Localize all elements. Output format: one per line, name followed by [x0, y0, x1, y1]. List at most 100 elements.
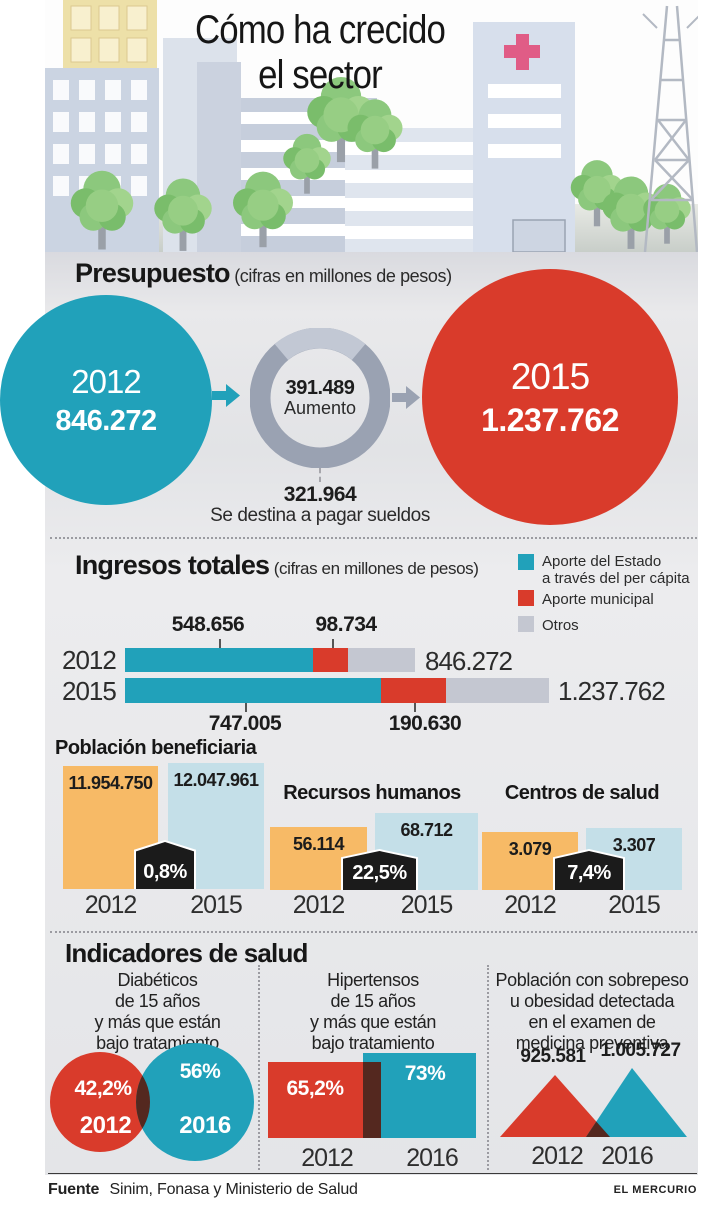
- indicadores-divider-2: [487, 965, 489, 1170]
- centros-2012-value: 3.079: [508, 839, 552, 859]
- section-divider-2: [50, 931, 697, 933]
- poblacion-year-2012: 2012: [84, 891, 138, 919]
- hipertensos-year-2016: 2016: [406, 1144, 459, 1172]
- recursos-2012-value: 56.114: [292, 834, 345, 854]
- ingresos-unit-note: (cifras en millones de pesos): [273, 559, 479, 578]
- hipertensos-overlap: [363, 1062, 381, 1138]
- hipertensos-2012-square: [268, 1062, 381, 1138]
- centros-2015-value: 3.307: [612, 835, 656, 855]
- ingresos-2012-seg-otros: [348, 648, 415, 672]
- sobrepeso-desc-line2: u obesidad detectada: [509, 991, 675, 1011]
- diabeticos-venn-chart: [50, 1043, 254, 1161]
- poblacion-2012-value: 11.954.750: [68, 773, 153, 793]
- municipal-2012-tick: [332, 639, 334, 648]
- centros-heading: Centros de salud: [504, 782, 660, 804]
- recursos-2015-value: 68.712: [400, 820, 453, 840]
- budget-2012-value: 846.272: [55, 404, 157, 437]
- sobrepeso-2012-triangle: [500, 1075, 610, 1137]
- diabeticos-2012-circle: [50, 1052, 150, 1152]
- estado-2012-label: 548.656: [171, 613, 245, 636]
- ingresos-2012-bar: [125, 648, 415, 672]
- diabeticos-desc: Diabéticos de 15 años y más que están ba…: [60, 970, 255, 1054]
- diabeticos-year-2016: 2016: [179, 1112, 231, 1139]
- legend-swatch-municipal: [518, 590, 534, 606]
- recursos-year-2015: 2015: [400, 891, 454, 919]
- ingresos-2015-seg-municipal: [381, 678, 446, 703]
- indicadores-title: Indicadores de salud: [65, 938, 308, 968]
- recursos-pct-badge: 22,5%: [341, 849, 418, 890]
- centros-year-2012: 2012: [504, 891, 557, 919]
- power-pylon: [642, 5, 702, 253]
- legend-swatch-estado: [518, 554, 534, 570]
- presupuesto-heading: Presupuesto (cifras en millones de pesos…: [75, 258, 452, 289]
- hipertensos-2016-value: 73%: [404, 1062, 446, 1085]
- hipertensos-desc-line4: bajo tratamiento: [311, 1033, 435, 1053]
- salaries-label: Se destina a pagar sueldos: [210, 505, 430, 526]
- increase-value: 391.489: [285, 377, 355, 399]
- hipertensos-desc-line1: Hipertensos: [327, 970, 419, 990]
- budget-2015-circle: 2015 1.237.762: [422, 269, 678, 525]
- diabeticos-2016-value: 56%: [179, 1060, 221, 1083]
- page-title-line2: el sector: [258, 53, 383, 97]
- increase-ring-icon: [250, 328, 390, 468]
- ingresos-2015-total: 1.237.762: [558, 676, 666, 706]
- arrow-right-teal-icon: [212, 384, 240, 407]
- page-title-line1: Cómo ha crecido: [194, 8, 446, 52]
- sobrepeso-desc-line3: en el examen de: [528, 1012, 656, 1032]
- municipal-2015-tick: [414, 703, 416, 712]
- poblacion-year-2015: 2015: [190, 891, 243, 919]
- hospital-building: [473, 22, 575, 253]
- recursos-year-2012: 2012: [292, 891, 346, 919]
- diabeticos-desc-line3: y más que están: [94, 1012, 221, 1032]
- centros-pct-badge: 7,4%: [553, 849, 625, 890]
- ingresos-2015-seg-estado: [125, 678, 381, 703]
- municipal-2015-label: 190.630: [388, 712, 462, 735]
- legend-swatch-otros: [518, 616, 534, 632]
- diabeticos-year-2012: 2012: [79, 1112, 132, 1139]
- hipertensos-desc-line3: y más que están: [309, 1012, 437, 1032]
- sobrepeso-2012-value: 925.581: [520, 1046, 586, 1067]
- estado-2015-tick: [245, 703, 247, 712]
- centros-pct: 7,4%: [567, 862, 611, 884]
- diabeticos-desc-line2: de 15 años: [114, 991, 201, 1011]
- footer-source-text: Sinim, Fonasa y Ministerio de Salud: [109, 1181, 358, 1198]
- arrow-right-gray-icon: [392, 386, 420, 409]
- legend-estado-line2: a través del per cápita: [542, 570, 690, 587]
- ingresos-title: Ingresos totales: [75, 550, 270, 580]
- ingresos-2012-year: 2012: [62, 645, 117, 675]
- sobrepeso-triangles-chart: [500, 1068, 687, 1137]
- poblacion-pct: 0,8%: [143, 861, 187, 883]
- poblacion-heading: Población beneficiaria: [55, 737, 257, 759]
- sobrepeso-year-2012: 2012: [531, 1142, 584, 1170]
- ingresos-2012-seg-municipal: [313, 648, 348, 672]
- recursos-heading: Recursos humanos: [283, 782, 461, 804]
- diabeticos-desc-line1: Diabéticos: [117, 970, 198, 990]
- hipertensos-2016-square: [363, 1053, 476, 1138]
- legend-label-estado: Aporte del Estado a través del per cápit…: [542, 553, 690, 587]
- recursos-2015-bar: 68.712: [375, 813, 478, 890]
- estado-2012-tick: [219, 639, 221, 648]
- city-scene-illustration: [45, 0, 702, 253]
- presupuesto-title: Presupuesto: [75, 258, 231, 288]
- page-title: Cómo ha crecido el sector: [155, 8, 486, 98]
- poblacion-2015-bar: 12.047.961: [168, 763, 264, 889]
- medical-cross-icon: [504, 34, 540, 70]
- ingresos-2012-total: 846.272: [425, 646, 513, 676]
- sobrepeso-desc-line4: medicina preventiva: [515, 1033, 669, 1053]
- legend-label-municipal: Aporte municipal: [542, 591, 654, 608]
- sobrepeso-2016-value: 1.005.727: [600, 1040, 681, 1061]
- diabeticos-2016-circle: [136, 1043, 254, 1161]
- presupuesto-unit-note: (cifras en millones de pesos): [234, 266, 452, 286]
- legend-estado-line1: Aporte del Estado: [542, 553, 662, 570]
- header-illustration: [45, 0, 702, 253]
- ingresos-2015-bar: [125, 678, 549, 703]
- budget-2012-circle: 2012 846.272: [0, 295, 212, 505]
- indicadores-divider-1: [258, 965, 260, 1170]
- footer-source: Fuente Sinim, Fonasa y Ministerio de Sal…: [48, 1181, 358, 1199]
- sobrepeso-desc: Población con sobrepeso u obesidad detec…: [492, 970, 692, 1054]
- hipertensos-2012-value: 65,2%: [286, 1077, 344, 1100]
- sobrepeso-2016-triangle: [586, 1068, 687, 1137]
- recursos-pct: 22,5%: [352, 862, 407, 884]
- footer-rule: [48, 1173, 697, 1174]
- ingresos-2015-seg-otros: [446, 678, 549, 703]
